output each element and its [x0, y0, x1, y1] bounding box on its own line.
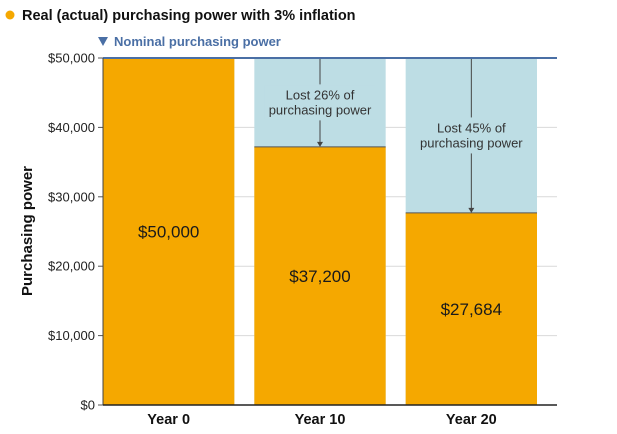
annotation-line: Lost 45% of [437, 120, 506, 135]
y-tick-label: $20,000 [48, 259, 95, 274]
annotation-text: Lost 26% of purchasing power [269, 87, 372, 117]
bar-real [103, 58, 235, 405]
y-tick-label: $30,000 [48, 189, 95, 204]
x-tick-label: Year 0 [147, 412, 190, 428]
annotation-backdrop [416, 118, 528, 153]
legend: Real (actual) purchasing power with 3% i… [5, 8, 356, 49]
annotation-arrow-head [468, 207, 475, 213]
axes: $0 $10,000 $20,000 $30,000 $40,000 $50,000 Yea… [48, 51, 557, 428]
legend-marker-nominal [98, 37, 108, 46]
y-axis-label: Purchasing power [19, 166, 36, 296]
bar-real [254, 146, 386, 405]
legend-label-real: Real (actual) purchasing power with 3% i… [22, 8, 356, 24]
annotation-text: Lost 45% of purchasing power [420, 120, 523, 150]
annotation-backdrop [264, 85, 376, 120]
legend-marker-real [5, 10, 15, 20]
y-tick-label: $40,000 [48, 120, 95, 135]
annotation-line: purchasing power [269, 102, 372, 117]
data-label: $50,000 [138, 223, 199, 242]
annotation-line: purchasing power [420, 135, 523, 150]
data-label: $37,200 [289, 267, 350, 286]
y-tick-label: $0 [81, 398, 95, 413]
y-tick-label: $50,000 [48, 51, 95, 66]
y-tick-label: $10,000 [48, 328, 95, 343]
x-tick-label: Year 10 [295, 412, 346, 428]
annotation-line: Lost 26% of [286, 87, 355, 102]
legend-label-nominal: Nominal purchasing power [114, 34, 281, 49]
data-label: $27,684 [441, 300, 502, 319]
x-tick-label: Year 20 [446, 412, 497, 428]
annotation-arrow-head [317, 141, 323, 147]
bar-real [405, 212, 537, 405]
